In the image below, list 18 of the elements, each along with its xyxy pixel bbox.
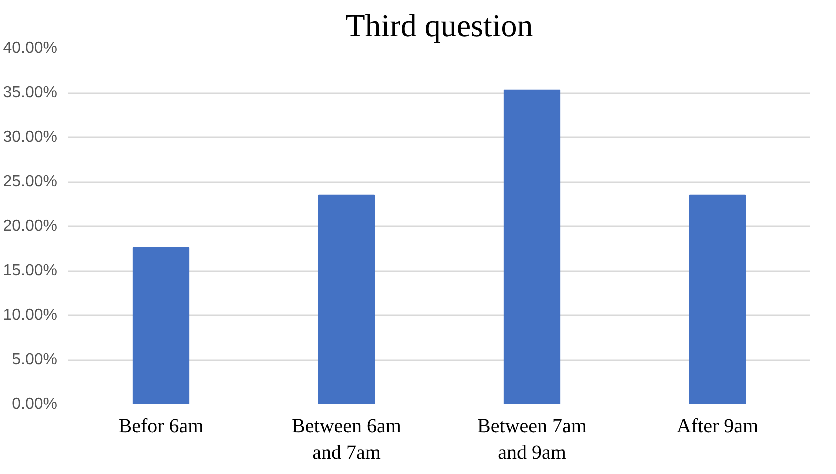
x-tick-label: Between 6am and 7am <box>292 416 402 464</box>
y-tick-label: 40.00% <box>3 40 58 57</box>
y-tick-label: 25.00% <box>3 174 58 190</box>
y-tick-label: 5.00% <box>12 352 58 368</box>
x-tick-label: Between 7am and 9am <box>478 416 588 464</box>
bar <box>132 247 190 404</box>
y-tick-label: 20.00% <box>3 218 58 235</box>
y-tick-label: 35.00% <box>3 84 58 102</box>
x-tick-label: After 9am <box>676 416 760 438</box>
bar <box>504 90 561 404</box>
y-tick-label: 30.00% <box>3 129 58 146</box>
y-tick-label: 0.00% <box>12 396 58 413</box>
x-tick-label: Befor 6am <box>118 416 204 438</box>
y-tick-label: 15.00% <box>3 262 58 280</box>
bar <box>318 194 376 404</box>
chart-title: Third question <box>346 8 534 44</box>
bar <box>689 194 746 404</box>
y-tick-label: 10.00% <box>3 307 58 324</box>
